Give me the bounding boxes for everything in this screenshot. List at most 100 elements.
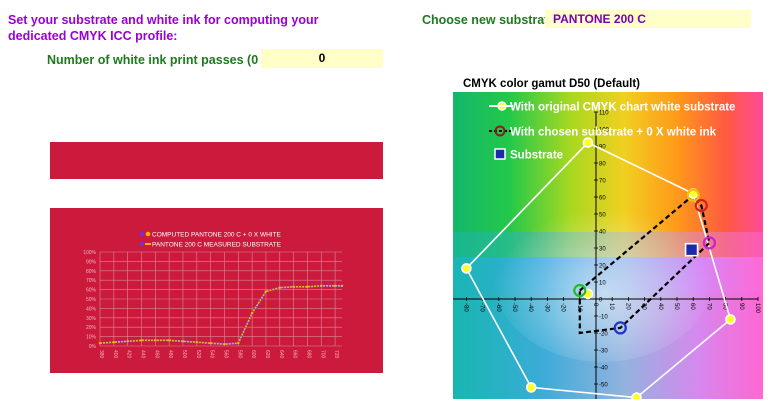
spectral-x-tick: 520 <box>195 350 201 359</box>
spectral-computed-point <box>223 342 226 346</box>
spectral-computed-point <box>237 341 240 345</box>
spectral-computed-point <box>154 339 157 342</box>
gamut-y-tick: -20 <box>599 332 608 338</box>
gamut-chart-title: CMYK color gamut D50 (Default) <box>463 78 640 90</box>
spectral-y-tick: 80% <box>86 269 97 275</box>
chosen-gamut-point <box>573 283 587 298</box>
spectral-y-tick: 70% <box>86 278 97 284</box>
spectral-computed-point <box>112 341 116 344</box>
legend-measured-label: PANTONE 200 C MEASURED SUBSTRATE <box>152 242 282 249</box>
legend-substrate-label: Substrate <box>510 150 563 162</box>
gamut-neutral-center <box>493 192 713 362</box>
spectral-computed-point <box>181 340 185 343</box>
spectral-y-tick: 50% <box>86 297 97 303</box>
spectral-y-tick: 20% <box>86 325 97 331</box>
spectral-x-tick: 600 <box>250 350 256 359</box>
spectral-x-tick: 640 <box>278 350 284 359</box>
legend-original-label: With original CMYK chart white substrate <box>510 102 735 114</box>
spectral-x-tick: 560 <box>222 350 228 359</box>
gamut-y-tick: 30 <box>599 247 606 253</box>
gamut-x-tick: 0 <box>592 303 598 307</box>
gamut-y-tick: -10 <box>599 315 608 321</box>
spectral-y-tick: 100% <box>83 250 96 256</box>
spectral-y-tick: 60% <box>86 288 97 294</box>
gamut-y-tick: 60 <box>599 196 606 202</box>
gamut-x-tick: 80 <box>722 303 728 310</box>
gamut-chart: -70 -60 -50 -40 -30 -20 -10 0 10 20 30 40 50 60 70 80 90… <box>453 92 763 399</box>
legend-computed-label: COMPUTED PANTONE 200 C + 0 X WHITE <box>152 232 282 239</box>
gamut-x-tick: -60 <box>495 303 501 312</box>
gamut-y-tick: -30 <box>599 349 608 355</box>
spectral-computed-point <box>278 286 281 289</box>
spectral-computed-point <box>320 284 323 288</box>
gamut-y-tick: 0 <box>599 298 603 304</box>
spectral-chart-background <box>50 208 383 373</box>
gamut-y-tick: 70 <box>599 179 606 185</box>
gamut-y-tick: 110 <box>599 111 609 117</box>
spectral-x-tick: 500 <box>181 350 187 359</box>
spectral-x-tick: 440 <box>139 350 145 359</box>
spectral-y-tick: 30% <box>86 316 97 322</box>
legend-chosen-label: With chosen substrate + 0 X white ink <box>510 127 717 139</box>
gamut-y-tick: 100 <box>599 128 610 134</box>
gamut-y-tick: 50 <box>599 213 606 219</box>
spectral-computed-point <box>333 284 337 288</box>
spectral-computed-point <box>264 290 268 293</box>
spectral-computed-point <box>250 311 254 315</box>
spectral-x-tick: 400 <box>112 350 118 359</box>
original-gamut-point <box>582 137 594 148</box>
spectral-x-tick: 620 <box>264 350 270 359</box>
spectral-y-tick: 10% <box>86 335 97 341</box>
spectral-chart-svg: 0% 10% 20% 30% 40% 50% 60% 70% 80% 90% 100% 380 400 4… <box>50 208 383 373</box>
substrate-point <box>684 242 699 257</box>
gamut-x-tick: 20 <box>624 303 630 310</box>
substrate-select[interactable]: PANTONE 200 C <box>545 10 751 28</box>
gamut-y-tick: 80 <box>599 162 606 168</box>
substrate-color-swatch <box>50 142 383 179</box>
spectral-computed-point <box>140 339 143 342</box>
spectral-computed-point <box>98 341 102 345</box>
spectral-chart: 0% 10% 20% 30% 40% 50% 60% 70% 80% 90% 100% 380 400 4… <box>50 208 383 373</box>
spectral-y-tick: 0% <box>89 344 97 350</box>
gamut-x-tick: 40 <box>657 303 663 310</box>
chosen-gamut-point <box>686 188 700 202</box>
gamut-x-tick: -50 <box>511 303 517 312</box>
spectral-x-tick: 460 <box>153 350 159 359</box>
gamut-y-tick: -40 <box>599 366 608 372</box>
spectral-x-tick: 700 <box>319 350 325 359</box>
gamut-x-tick: -80 <box>462 303 468 312</box>
gamut-x-tick: 60 <box>689 303 695 310</box>
spectral-x-tick: 680 <box>305 350 311 359</box>
original-gamut-point <box>631 392 642 399</box>
spectral-computed-point <box>306 285 309 288</box>
original-gamut-point <box>461 263 472 274</box>
spectral-y-tick: 90% <box>86 259 97 265</box>
original-gamut-point <box>725 314 736 325</box>
gamut-x-tick: 100 <box>754 303 760 314</box>
gamut-y-tick: 90 <box>599 145 606 151</box>
legend-computed-marker-2 <box>145 231 151 237</box>
chosen-gamut-point <box>702 236 716 250</box>
gamut-x-tick: 50 <box>673 303 679 310</box>
legend-substrate-marker <box>494 148 506 160</box>
gamut-x-tick: -30 <box>543 303 549 312</box>
chosen-gamut-point <box>694 198 708 213</box>
chosen-gamut-point <box>613 321 627 335</box>
gamut-x-tick: 70 <box>705 303 711 310</box>
choose-substrate-label: Choose new substrate ► <box>422 13 572 27</box>
spectral-computed-point <box>292 285 295 288</box>
spectral-computed-point <box>209 341 212 345</box>
gamut-y-tick: 40 <box>599 230 606 236</box>
spectral-x-tick: 580 <box>236 350 242 359</box>
spectral-computed-point <box>167 339 171 342</box>
passes-label: Number of white ink print passes (0 to N… <box>47 53 306 67</box>
gamut-y-tick: 20 <box>599 264 606 270</box>
spectral-x-tick: 380 <box>98 350 104 359</box>
spectral-y-tick: 40% <box>86 306 97 312</box>
legend-computed-marker <box>139 231 145 237</box>
legend-measured-marker <box>139 241 145 247</box>
spectral-x-tick: 420 <box>126 350 132 359</box>
instruction-text: Set your substrate and white ink for com… <box>8 13 319 43</box>
gamut-x-tick: -20 <box>560 303 566 312</box>
passes-input[interactable]: 0 <box>261 49 383 68</box>
